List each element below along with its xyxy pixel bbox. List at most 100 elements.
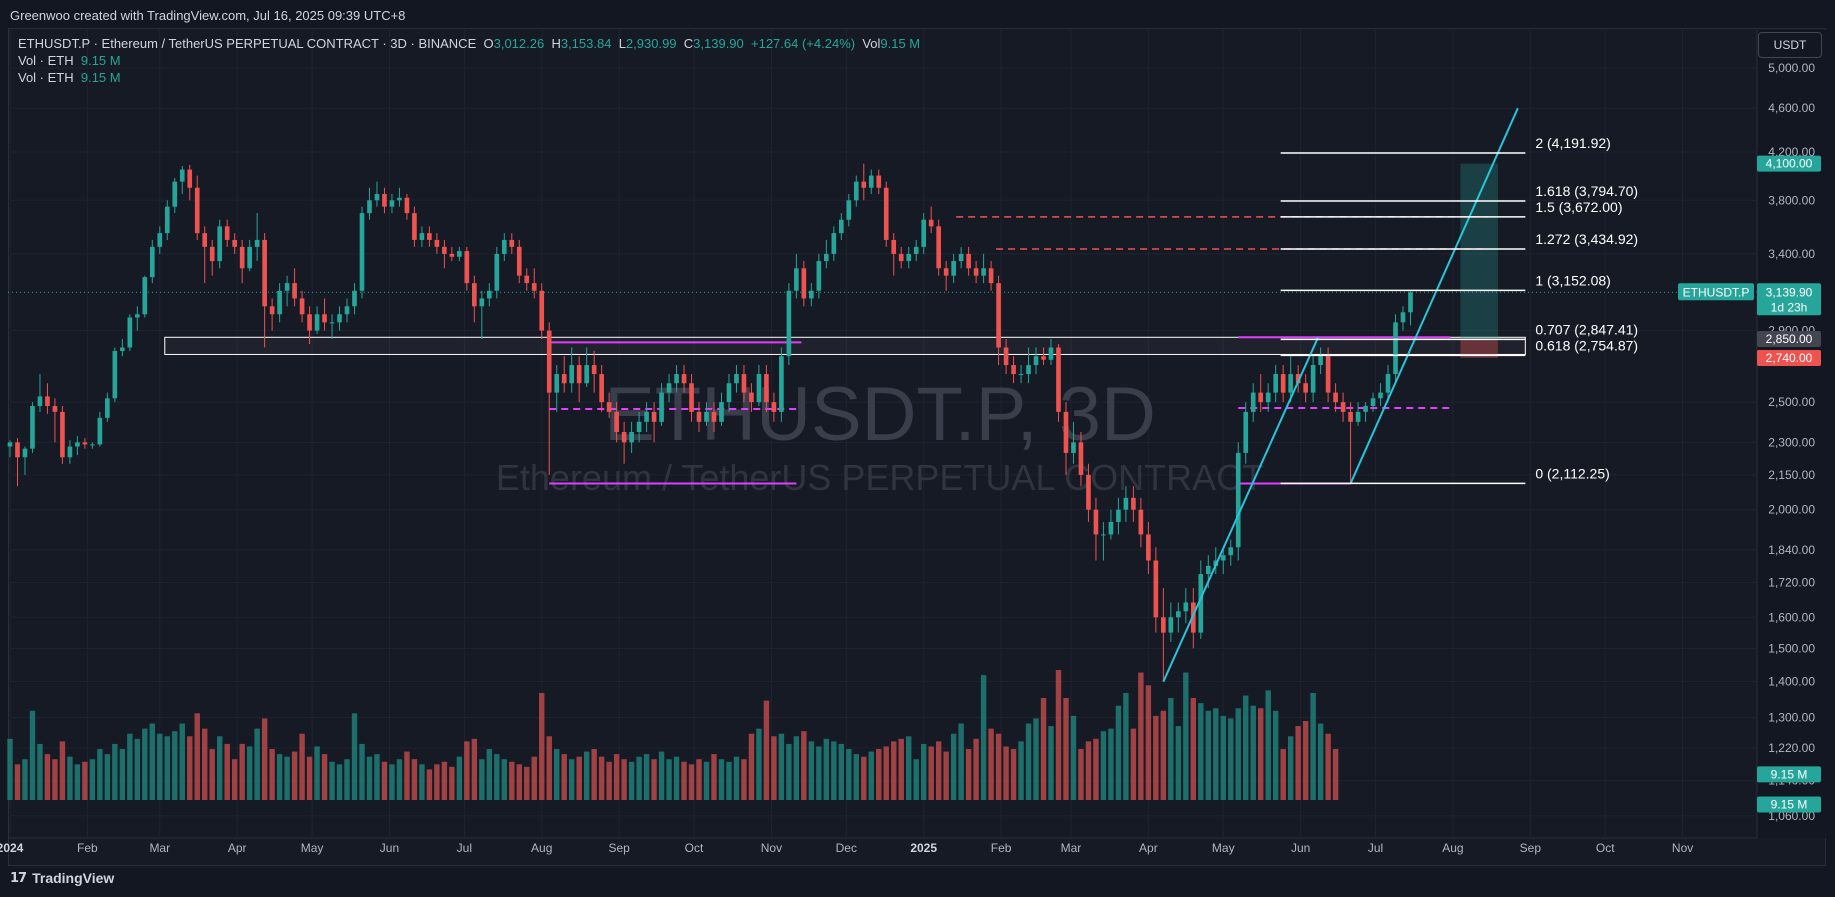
candle-body	[1003, 347, 1009, 366]
candle-body	[659, 392, 664, 422]
candle-body	[1116, 509, 1121, 522]
volume-bar	[935, 741, 942, 800]
time-axis-tick: Aug	[531, 841, 552, 855]
candle-body	[75, 442, 80, 447]
candle-body	[382, 193, 387, 207]
volume-bar	[539, 692, 545, 800]
candle-body	[554, 374, 560, 393]
volume-bar	[381, 761, 388, 800]
price-badge	[1757, 796, 1821, 813]
volume-bar	[344, 759, 350, 800]
candle-body	[606, 402, 612, 412]
volume-bar	[1220, 715, 1226, 800]
volume-bar	[531, 756, 537, 800]
volume-bar	[261, 718, 268, 800]
candle-body	[457, 251, 462, 257]
candle-body	[696, 411, 702, 422]
candle-body	[1146, 534, 1151, 561]
candle-body	[906, 253, 912, 262]
volume-indicator-value: 9.15 M	[80, 70, 121, 85]
volume-bar	[1115, 705, 1122, 800]
volume-bar	[1243, 695, 1249, 800]
candle-body	[1183, 602, 1189, 612]
volume-bar	[1003, 746, 1009, 800]
trendline	[1162, 336, 1320, 683]
candle-body	[951, 261, 956, 276]
low-value: 2,930.99	[625, 36, 677, 51]
candle-body	[801, 268, 807, 299]
volume-bar	[711, 754, 717, 800]
candle-body	[90, 444, 95, 446]
candle-body	[1250, 392, 1256, 412]
candle-body	[60, 411, 65, 458]
volume-indicator-row[interactable]: Vol · ETH 9.15 M	[18, 52, 920, 69]
volume-bar	[366, 756, 373, 800]
volume-bar	[389, 764, 395, 800]
volume-bar	[1190, 698, 1197, 800]
volume-bar	[1033, 718, 1039, 800]
volume-bar	[419, 764, 425, 800]
candle-body	[120, 347, 125, 351]
volume-bar	[104, 754, 111, 800]
chart-legend: ETHUSDT.P · Ethereum / TetherUS PERPETUA…	[18, 35, 920, 86]
candle-body	[1273, 374, 1279, 393]
candle-body	[479, 298, 485, 307]
volume-bar	[726, 761, 732, 800]
candle-body	[846, 200, 852, 220]
candle-body	[494, 253, 500, 291]
candle-body	[1385, 374, 1391, 393]
candle-body	[22, 448, 28, 458]
candle-body	[1198, 574, 1204, 633]
volume-bar	[1100, 731, 1107, 800]
volume-bar	[778, 733, 785, 800]
candle-body	[374, 193, 380, 201]
candle-body	[412, 213, 417, 240]
candle-body	[561, 374, 567, 384]
candle-body	[7, 442, 13, 447]
bar-countdown: 1d 23h	[1771, 300, 1808, 314]
volume-bar	[524, 766, 530, 800]
currency-button[interactable]: USDT	[1758, 32, 1822, 58]
candle-body	[771, 402, 777, 412]
price-axis-tick: 3,800.00	[1768, 193, 1815, 207]
volume-bar	[306, 756, 313, 800]
volume-bar	[217, 736, 223, 800]
volume-bar	[606, 761, 612, 800]
volume-bar	[681, 761, 687, 800]
volume-bar	[516, 764, 522, 800]
volume-bar	[224, 743, 230, 800]
candle-body	[1400, 312, 1406, 323]
volume-bar	[838, 743, 845, 800]
volume-bar	[846, 749, 852, 800]
candle-body	[928, 219, 934, 227]
symbol-ohlc-row[interactable]: ETHUSDT.P · Ethereum / TetherUS PERPETUA…	[18, 35, 920, 52]
candle-body	[1340, 402, 1346, 412]
fib-level-label: 2 (4,191.92)	[1535, 135, 1611, 151]
candle-body	[876, 175, 882, 188]
price-axis-tick: 3,400.00	[1768, 247, 1815, 261]
candle-body	[838, 219, 844, 234]
price-badge-text: 4,100.00	[1766, 157, 1813, 171]
candle-body	[1310, 365, 1316, 393]
chart-panel[interactable]	[8, 28, 1826, 866]
price-axis-tick: 1,220.00	[1768, 741, 1815, 755]
candle-body	[591, 365, 597, 375]
candle-body	[1393, 322, 1398, 375]
candle-body	[621, 431, 627, 443]
volume-bar	[291, 751, 298, 800]
volume-bar	[22, 759, 28, 800]
candle-body	[1370, 398, 1376, 407]
volume-bar	[494, 754, 500, 800]
candle-body	[913, 246, 919, 254]
tradingview-logo[interactable]: 17 TradingView	[10, 870, 114, 886]
candle-body	[599, 374, 604, 403]
price-badge-text: 2,850.00	[1766, 332, 1813, 346]
volume-bar	[748, 733, 755, 800]
volume-indicator-row[interactable]: Vol · ETH 9.15 M	[18, 69, 920, 86]
time-axis-tick: Oct	[685, 841, 704, 855]
volume-bar	[576, 756, 582, 800]
price-badge	[1757, 330, 1821, 347]
price-axis-tick: 2,150.00	[1768, 468, 1815, 482]
